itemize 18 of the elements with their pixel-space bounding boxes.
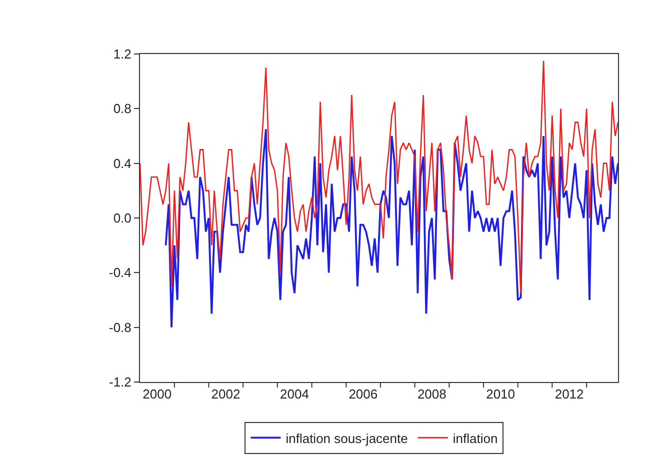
y-tick-label: 0.0 xyxy=(113,210,132,226)
line-series xyxy=(164,128,618,328)
y-tick-label: -1.2 xyxy=(108,374,132,390)
x-tick-label: 2012 xyxy=(554,386,584,402)
y-tick-label: 0.8 xyxy=(113,101,132,116)
legend-label: inflation xyxy=(452,430,498,446)
y-tick-label: -0.8 xyxy=(108,320,132,335)
x-tick-label: 2008 xyxy=(417,386,446,402)
y-tick-label: -0.4 xyxy=(108,265,132,280)
line-series xyxy=(140,60,618,294)
x-tick-label: 2006 xyxy=(348,386,378,402)
legend-label: inflation sous-jacente xyxy=(286,430,408,446)
y-tick-label: 0.4 xyxy=(113,156,132,171)
x-tick-label: 2002 xyxy=(211,386,240,402)
x-tick-label: 2000 xyxy=(142,386,172,402)
x-tick-label: 2010 xyxy=(486,386,516,402)
x-tick-label: 2004 xyxy=(280,386,309,402)
y-tick-label: 1.2 xyxy=(113,46,132,62)
